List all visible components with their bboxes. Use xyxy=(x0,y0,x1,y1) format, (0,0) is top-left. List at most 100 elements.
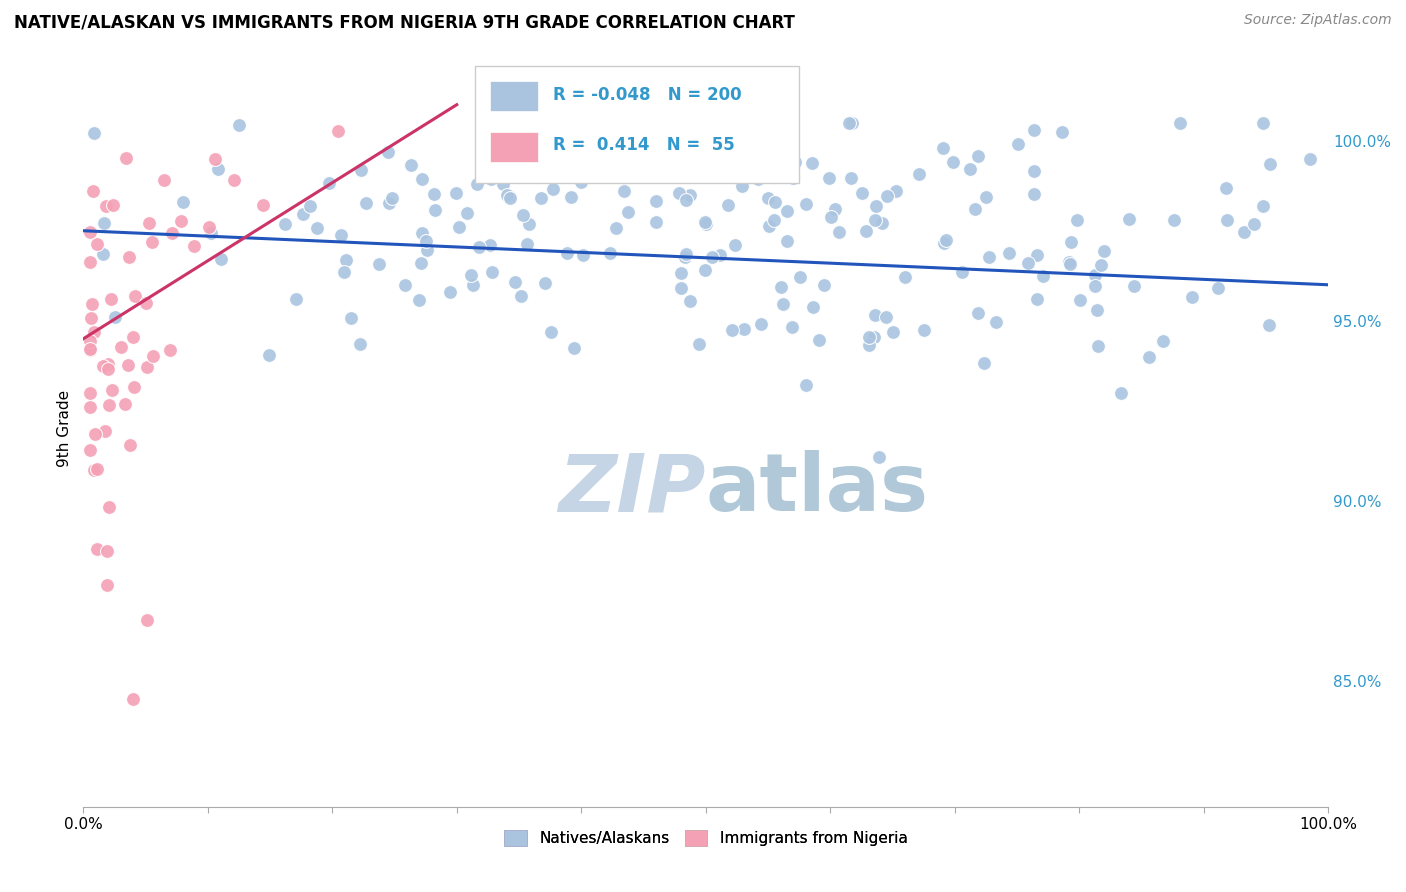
Point xyxy=(855,224,877,238)
Point xyxy=(984,315,1007,329)
Point xyxy=(1069,293,1091,307)
Point xyxy=(96,544,118,558)
Point xyxy=(1085,302,1108,317)
Point xyxy=(1052,125,1074,139)
Point xyxy=(1024,187,1046,202)
Point xyxy=(481,265,503,279)
Point xyxy=(200,227,222,241)
Point xyxy=(1059,235,1081,250)
Point xyxy=(292,207,315,221)
Point xyxy=(409,256,432,270)
Point xyxy=(934,236,956,251)
Point xyxy=(516,237,538,252)
Point xyxy=(122,329,145,343)
Point xyxy=(332,265,354,279)
Point xyxy=(222,173,245,187)
Point xyxy=(966,306,988,320)
Point xyxy=(1066,212,1088,227)
Point xyxy=(675,250,697,264)
Point xyxy=(1251,116,1274,130)
Point xyxy=(170,214,193,228)
Point xyxy=(1216,213,1239,227)
Point xyxy=(141,235,163,250)
Point xyxy=(820,210,842,224)
Point xyxy=(783,155,806,169)
Point xyxy=(678,294,700,309)
Point xyxy=(540,325,562,339)
Point xyxy=(1168,116,1191,130)
Point xyxy=(457,206,479,220)
Point xyxy=(82,297,104,311)
Point xyxy=(509,288,531,302)
Point xyxy=(1083,268,1105,282)
Point xyxy=(91,247,114,261)
Point xyxy=(950,265,973,279)
Point xyxy=(423,187,446,202)
Point xyxy=(640,145,662,159)
Point xyxy=(96,578,118,592)
Point xyxy=(1137,350,1160,364)
Point xyxy=(183,238,205,252)
Point xyxy=(415,243,437,257)
Point xyxy=(83,426,105,441)
Point xyxy=(942,155,965,169)
Point xyxy=(626,137,648,152)
Point xyxy=(496,188,519,202)
Point xyxy=(479,172,502,186)
Point xyxy=(115,151,138,165)
Point xyxy=(754,140,776,154)
Point xyxy=(977,251,1000,265)
Point xyxy=(1258,318,1281,333)
Point xyxy=(617,145,640,160)
Point xyxy=(782,171,804,186)
Point xyxy=(100,293,122,307)
Point xyxy=(96,199,118,213)
Point xyxy=(695,215,717,229)
Point xyxy=(645,194,668,208)
Point xyxy=(447,220,470,235)
Point xyxy=(749,317,772,331)
Point xyxy=(349,336,371,351)
Point xyxy=(824,202,846,216)
Point xyxy=(197,219,219,234)
Point xyxy=(841,116,863,130)
Point xyxy=(79,443,101,458)
Point xyxy=(408,293,430,307)
Text: NATIVE/ALASKAN VS IMMIGRANTS FROM NIGERIA 9TH GRADE CORRELATION CHART: NATIVE/ALASKAN VS IMMIGRANTS FROM NIGERI… xyxy=(14,13,794,31)
Point xyxy=(858,338,880,352)
Point xyxy=(80,310,103,325)
Point xyxy=(93,216,115,230)
Point xyxy=(1025,292,1047,306)
FancyBboxPatch shape xyxy=(491,132,537,161)
Point xyxy=(118,437,141,451)
Point xyxy=(1022,122,1045,136)
Point xyxy=(1024,163,1046,178)
Point xyxy=(136,613,159,627)
Point xyxy=(800,156,823,170)
Text: R =  0.414   N =  55: R = 0.414 N = 55 xyxy=(553,136,734,154)
Point xyxy=(472,163,495,178)
Point xyxy=(79,255,101,269)
Point xyxy=(439,285,461,299)
Point xyxy=(512,208,534,222)
Point xyxy=(209,252,232,267)
Point xyxy=(97,357,120,371)
Point xyxy=(79,342,101,356)
Point xyxy=(79,225,101,239)
Point xyxy=(1215,180,1237,194)
Point xyxy=(318,177,340,191)
Point xyxy=(104,310,127,324)
Point xyxy=(411,171,433,186)
Point xyxy=(756,192,779,206)
Point xyxy=(83,463,105,477)
Point xyxy=(572,248,595,262)
Point xyxy=(399,158,422,172)
Point xyxy=(160,226,183,240)
Point xyxy=(79,343,101,357)
Point xyxy=(1057,255,1080,269)
Point xyxy=(908,167,931,181)
Point xyxy=(1087,339,1109,353)
Point xyxy=(555,246,578,260)
Point xyxy=(479,238,502,252)
Point xyxy=(912,323,935,337)
